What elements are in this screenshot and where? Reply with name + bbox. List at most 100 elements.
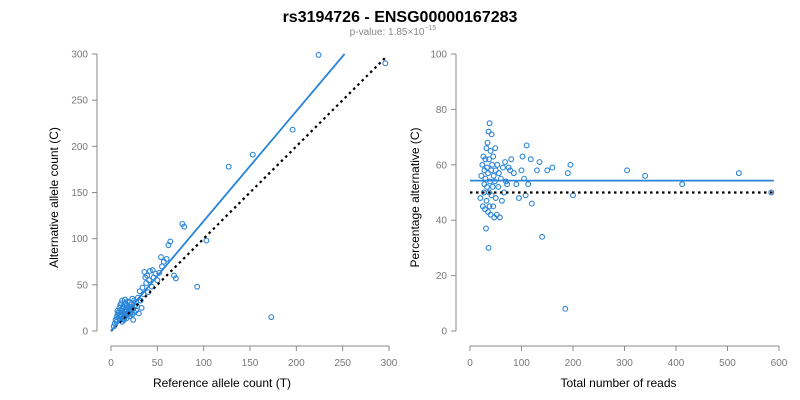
right-y-tick-label: 40 [436,216,448,227]
right-data-point [544,167,551,174]
right-data-point [504,181,511,188]
right-data-point [490,153,497,160]
right-data-point [485,128,492,135]
right-data-point [562,305,569,312]
left-x-tick-label: 200 [288,358,305,369]
left-y-tick-label: 100 [71,234,88,245]
left-data-point [181,223,188,230]
left-data-point [225,163,232,170]
right-data-point [502,159,508,165]
left-data-point [138,304,145,311]
right-data-point [539,233,546,240]
left-y-tick-label: 50 [77,280,89,291]
right-data-point [567,161,574,168]
left-y-tick-label: 150 [71,188,88,199]
right-data-point [484,164,490,171]
right-data-point [477,195,484,201]
right-data-point [527,156,534,163]
left-y-tick-label: 200 [71,142,88,153]
right-data-point [487,148,494,154]
right-x-tick-label: 400 [668,358,685,369]
right-data-point [483,145,490,152]
right-data-point [485,244,492,251]
left-x-tick-label: 100 [195,358,212,369]
left-data-point [130,316,137,323]
right-x-axis-label: Total number of reads [560,376,676,390]
left-data-point [268,314,275,321]
right-data-point [498,197,505,204]
right-data-point [492,195,499,201]
right-data-point [485,170,491,177]
left-data-point [289,126,296,133]
left-x-tick-label: 0 [108,358,114,369]
right-x-tick-label: 200 [565,358,582,369]
right-x-tick-label: 300 [616,358,633,369]
right-data-point [478,172,485,179]
right-data-point [549,164,556,171]
left-fit-line [110,53,346,332]
right-data-point [486,156,493,163]
right-y-tick-label: 20 [436,271,448,282]
left-x-tick-label: 250 [334,358,351,369]
left-data-point [152,270,159,277]
left-data-point [149,267,156,274]
right-data-point [487,211,494,218]
right-data-point [484,184,490,190]
right-x-tick-label: 0 [467,358,473,369]
right-data-point [508,156,515,163]
right-data-point [679,181,686,188]
right-data-point [515,195,522,201]
scatter-panel-percentage: Total number of reads Percentage alterna… [408,50,788,391]
right-data-point [525,181,532,188]
right-data-point [518,167,525,174]
left-y-axis-label: Alternative allele count (C) [47,127,61,268]
left-y-tick-label: 0 [82,327,88,338]
right-data-point [495,184,502,190]
left-data-point [163,256,170,262]
left-data-point [160,258,167,265]
right-data-point [488,131,495,138]
right-data-point [489,184,496,190]
right-data-point [489,161,496,168]
pvalue-subtitle: p-value: 1.85×10−15 [350,25,437,38]
left-data-point [382,60,389,67]
right-x-tick-label: 600 [771,358,788,369]
left-y-tick-label: 300 [71,50,88,61]
right-data-point [735,170,742,177]
right-data-point [768,189,775,196]
figure-title: rs3194726 - ENSG00000167283 [283,9,518,26]
left-data-point [135,310,142,317]
right-data-point [533,167,540,174]
right-data-point [488,167,495,174]
right-data-point [523,142,530,149]
right-data-point [642,172,649,179]
pvalue-exponent: −15 [424,25,436,32]
right-x-tick-label: 500 [719,358,736,369]
right-data-point [486,120,493,127]
right-data-point [500,164,506,171]
right-data-point [486,203,493,210]
right-data-point [624,167,631,174]
right-data-point [496,214,503,221]
right-data-point [492,145,499,152]
right-x-tick-label: 100 [513,358,530,369]
left-data-point [139,284,146,291]
right-y-tick-label: 80 [436,105,448,116]
right-data-point [494,161,501,168]
right-data-point [490,203,497,210]
right-data-point [495,170,502,177]
right-data-point [482,156,489,163]
left-reference-line [110,55,387,332]
right-data-point [510,170,517,177]
right-data-point [479,161,486,168]
left-data-point [249,151,256,158]
right-data-point [490,172,497,179]
right-data-point [484,139,491,146]
left-x-tick-label: 150 [242,358,259,369]
right-data-point [483,225,489,232]
right-y-axis-label: Percentage alternative (C) [408,127,422,267]
right-data-point [483,197,490,204]
left-data-point [203,237,210,244]
